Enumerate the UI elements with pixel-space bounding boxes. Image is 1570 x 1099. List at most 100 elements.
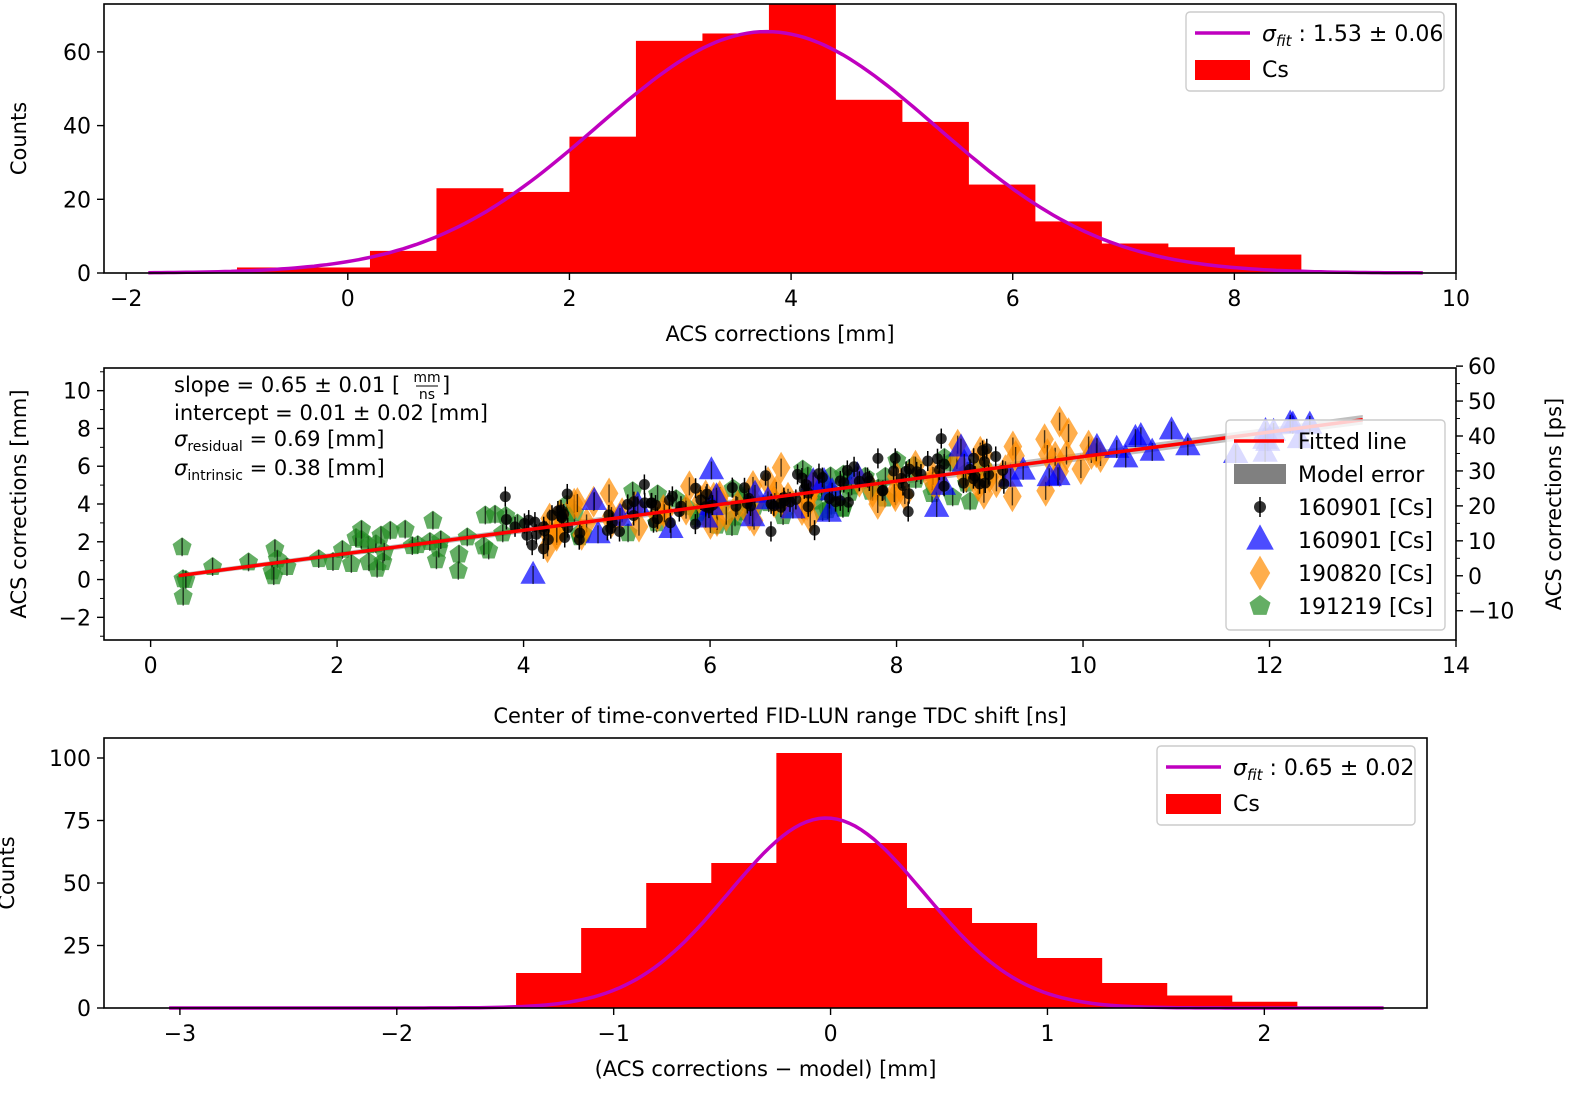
- legend-cs-patch: [1195, 60, 1250, 80]
- y-tick-label: 50: [63, 872, 91, 897]
- y-tick-label: 20: [63, 188, 91, 213]
- y-right-tick-label: 10: [1468, 530, 1496, 555]
- y-right-tick-label: 0: [1468, 565, 1482, 590]
- x-axis-label: (ACS corrections − model) [mm]: [595, 1057, 937, 1081]
- axes-frame: [103, 737, 1428, 1009]
- hist-bar-3: [502, 191, 570, 273]
- data-point: [738, 482, 750, 494]
- data-point: [889, 452, 901, 464]
- y-tick-label: 60: [63, 41, 91, 66]
- y-tick-label: 75: [63, 810, 91, 835]
- annotation-sigma-intrinsic: σintrinsic = 0.38 [mm]: [174, 456, 385, 484]
- hist-bar-10: [1166, 995, 1233, 1008]
- hist-bar-12: [1101, 243, 1169, 273]
- data-point: [933, 464, 945, 476]
- x-axis-label: Center of time-converted FID-LUN range T…: [493, 704, 1066, 728]
- data-point: [622, 498, 634, 510]
- x-tick-label: 12: [1256, 654, 1284, 679]
- series-1: [520, 409, 1323, 585]
- hist-bar-5: [841, 843, 907, 1008]
- data-point: [546, 509, 558, 521]
- data-point: [500, 513, 512, 525]
- y-tick-label: −2: [59, 606, 91, 631]
- y-tick-label: 8: [77, 417, 91, 442]
- scatter-legend: Fitted line Model error 160901 [Cs] 160901 …: [1225, 419, 1446, 631]
- data-point: [765, 525, 777, 537]
- annotation-frac-num: mm: [413, 370, 440, 386]
- y-right-tick-label: 60: [1468, 355, 1496, 380]
- legend-label: 190820 [Cs]: [1298, 562, 1433, 587]
- hist-bar-11: [1231, 1001, 1298, 1008]
- legend-marker: [1249, 555, 1271, 591]
- x-tick-label: 0: [144, 654, 158, 679]
- series-0: [499, 428, 1010, 559]
- data-point: [650, 499, 662, 511]
- x-tick-label: 0: [341, 287, 355, 312]
- data-point: [666, 490, 678, 502]
- legend-box: [1156, 745, 1416, 826]
- x-tick-label: 10: [1442, 287, 1470, 312]
- data-point: [638, 478, 650, 490]
- data-point: [902, 506, 914, 518]
- data-point: [664, 517, 676, 529]
- hist-bar-4: [569, 136, 637, 273]
- legend-marker: [1249, 595, 1271, 615]
- data-point: [876, 485, 888, 497]
- x-tick-label: −2: [110, 287, 142, 312]
- data-point: [765, 498, 777, 510]
- data-point: [938, 480, 950, 492]
- x-tick-label: 4: [784, 287, 798, 312]
- y-axis-label: Counts: [0, 836, 19, 909]
- data-point: [888, 465, 900, 477]
- data-point: [998, 478, 1010, 490]
- data-point: [900, 465, 912, 477]
- annotation-sigma-residual: σresidual = 0.69 [mm]: [174, 427, 384, 455]
- y-right-tick-label: −10: [1468, 600, 1514, 625]
- y-right-tick-label: 30: [1468, 460, 1496, 485]
- legend-label: 160901 [Cs]: [1298, 529, 1433, 554]
- y-tick-label: 100: [49, 747, 91, 772]
- legend-label-fit: σfit : 1.53 ± 0.06: [1262, 22, 1443, 50]
- hist-bar-11: [1034, 221, 1102, 273]
- legend-marker: [1254, 501, 1266, 513]
- annotation-intercept: intercept = 0.01 ± 0.02 [mm]: [174, 401, 488, 425]
- x-tick-label: 6: [1006, 287, 1020, 312]
- annotation-frac-den: ns: [419, 387, 435, 403]
- hist-bar-5: [635, 40, 703, 273]
- x-tick-label: 10: [1069, 654, 1097, 679]
- x-tick-label: 2: [1257, 1022, 1271, 1047]
- data-point: [935, 433, 947, 445]
- x-tick-label: 4: [517, 654, 531, 679]
- hist-bar-8: [835, 99, 903, 273]
- x-tick-label: 14: [1442, 654, 1470, 679]
- data-point: [983, 469, 995, 481]
- data-point: [897, 479, 909, 491]
- data-point: [842, 496, 854, 508]
- data-point: [726, 482, 738, 494]
- x-tick-label: −2: [381, 1022, 413, 1047]
- x-tick-label: 2: [562, 287, 576, 312]
- legend-marker: [1246, 524, 1274, 550]
- x-tick-label: 8: [890, 654, 904, 679]
- legend-label-cs: Cs: [1262, 58, 1289, 83]
- legend-label: 160901 [Cs]: [1298, 496, 1433, 521]
- y-tick-label: 0: [77, 262, 91, 287]
- legend-label: Fitted line: [1298, 430, 1407, 455]
- histogram-panel-2: −3 −2 −1 0 1 2 0 25 50 75 100 (ACS corrections − mo…: [0, 737, 1428, 1081]
- data-point: [922, 455, 934, 467]
- data-point: [990, 450, 1002, 462]
- y-axis-label: Counts: [7, 102, 31, 175]
- y-axis-label: ACS corrections [mm]: [7, 389, 31, 618]
- data-point: [542, 534, 554, 546]
- scatter-panel: 0 2 4 6 8 10 12 14 −2 0 2 4 6 8 10 −10 0 10 20 30 40 50 60 Cent…: [7, 355, 1566, 728]
- hist-bar-6: [906, 908, 973, 1008]
- data-point: [695, 494, 707, 506]
- y-tick-label: 0: [77, 569, 91, 594]
- data-point: [824, 493, 836, 505]
- fitted-line: [178, 418, 1363, 578]
- data-point: [689, 518, 701, 530]
- data-point: [974, 478, 986, 490]
- hist-bar-10: [968, 184, 1036, 273]
- data-point: [978, 456, 990, 468]
- data-point: [968, 452, 980, 464]
